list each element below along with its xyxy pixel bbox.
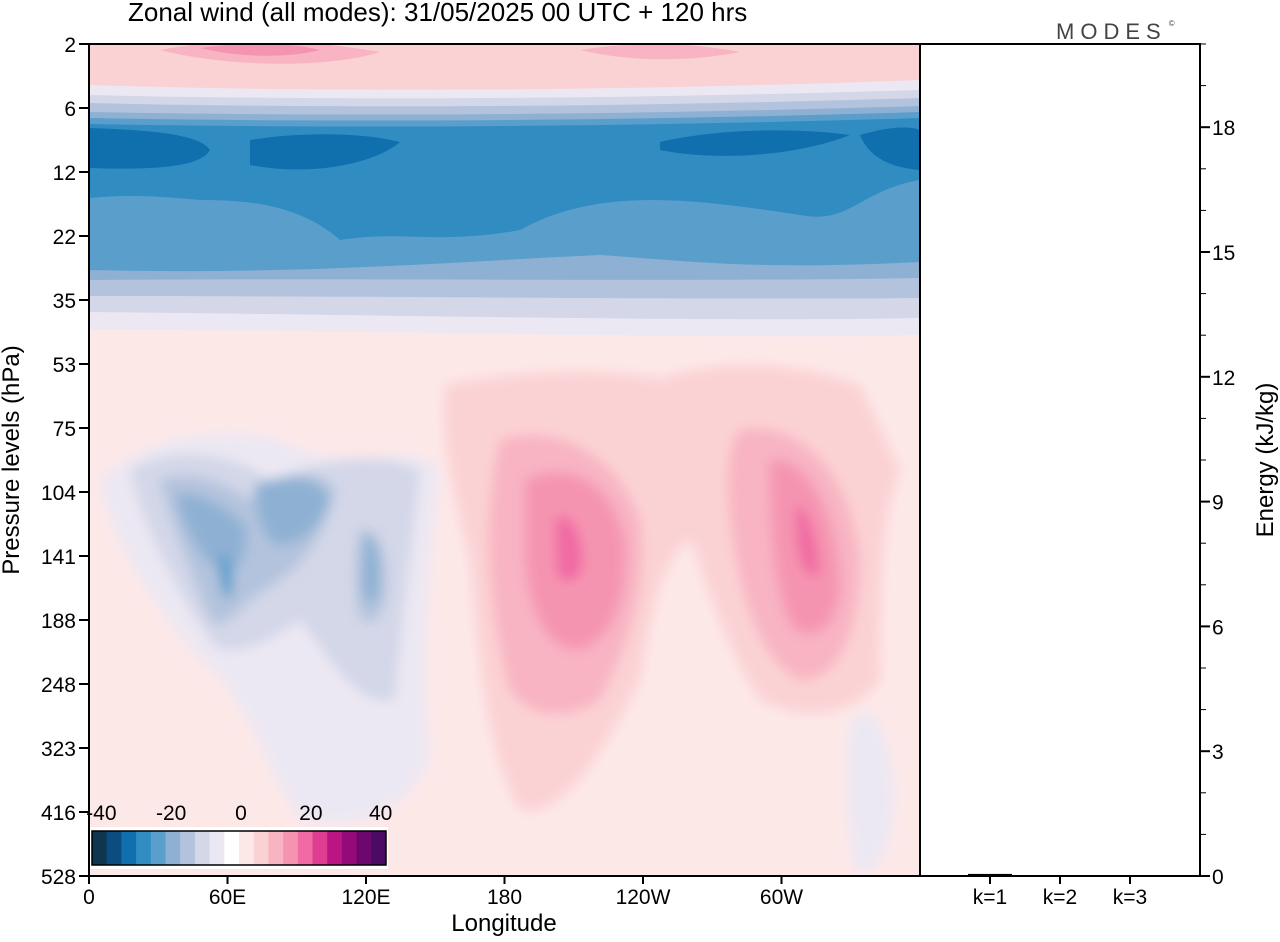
easterly-core-2 [250,134,400,170]
energy-axis: 0 3 6 9 12 15 18 [1200,43,1235,889]
x-tick-label: 60E [209,886,246,909]
colorbar-swatch [106,831,122,865]
y-tick-label: 22 [53,226,76,249]
colorbar-swatch [312,831,328,865]
energy-tick-label: 15 [1212,242,1235,265]
energy-panel-frame [919,43,1201,877]
colorbar-swatch [165,831,181,865]
x-tick-label: 0 [83,886,95,909]
colorbar-swatch [297,831,313,865]
easterly-mid-core [219,554,233,599]
x-tick-label: 120W [616,886,671,909]
colorbar-swatch [268,831,284,865]
colorbar-swatch [150,831,166,865]
y-tick-label: 248 [41,674,76,697]
y-tick-label: 141 [41,546,76,569]
energy-tick-label: 18 [1212,117,1235,140]
energy-bar [1038,875,1082,876]
y-tick-label: 12 [53,162,76,185]
westerly-jet-b-core [795,505,819,577]
colorbar-swatch [283,831,299,865]
colorbar-frame [91,830,387,866]
westerly-jet-a-core [555,516,583,582]
energy-tick-label: 12 [1212,367,1235,390]
x-tick-label: 60W [760,886,803,909]
chart-title: Zonal wind (all modes): 31/05/2025 00 UT… [128,0,748,27]
contour-field [89,44,920,876]
k-label: k=1 [973,886,1007,909]
energy-bars: k=1 k=2 k=3 [968,873,1152,909]
modes-logo: MODES © [1056,19,1175,45]
y-axis: 2 6 12 22 35 53 75 104 141 188 248 323 416 528 [41,34,89,889]
upper-westerly-core-2 [200,44,320,56]
y-tick-label: 2 [64,34,76,57]
easterly-core-1 [89,128,210,169]
energy-tick-label: 0 [1212,866,1224,889]
brand-text: MODES [1056,19,1167,44]
colorbar-swatch [136,831,152,865]
colorbar-swatch [121,831,137,865]
colorbar-tick-label: -20 [156,802,186,825]
colorbar-swatch [356,831,372,865]
colorbar-swatch [253,831,269,865]
energy-bar [1108,875,1152,876]
y-tick-label: 53 [53,354,76,377]
energy-tick-label: 9 [1212,492,1224,515]
upper-westerly-core-3 [580,44,740,60]
colorbar-swatch [180,831,196,865]
k-label: k=3 [1113,886,1147,909]
colorbar-swatch [239,831,255,865]
y-tick-label: 528 [41,866,76,889]
x-tick-label: 180 [487,886,522,909]
x-axis: 0 60E 120E 180 120W 60W [83,876,803,909]
colorbar-swatch [92,831,108,865]
y-tick-label: 416 [41,802,76,825]
easterly-mid-level-4 [175,494,247,575]
x-tick-label: 120E [341,886,390,909]
colorbar-swatch [327,831,343,865]
colorbar-tick-label: 0 [235,802,247,825]
y-tick-label: 6 [64,98,76,121]
colorbar: -40 -20 0 20 40 [86,802,392,869]
y-tick-label: 323 [41,738,76,761]
y-tick-label: 35 [53,290,76,313]
colorbar-swatch [194,831,211,865]
x-axis-label: Longitude [451,910,557,937]
colorbar-tick-label: 40 [369,802,392,825]
energy-tick-label: 6 [1212,616,1224,639]
energy-tick-label: 3 [1212,741,1224,764]
lower-easterly-patch [846,712,895,873]
k-label: k=2 [1043,886,1077,909]
easterly-core-3 [660,130,850,156]
y-tick-label: 188 [41,610,76,633]
colorbar-swatch [371,831,387,865]
easterly-core-4 [860,127,920,170]
colorbar-swatch [224,831,240,865]
y-tick-label: 75 [53,418,76,441]
y-tick-label: 104 [41,482,76,505]
colorbar-swatch [341,831,358,865]
brand-mark: © [1168,19,1175,28]
colorbar-tick-label: 20 [299,802,322,825]
easterly-mid-level-6 [362,535,380,603]
colorbar-swatch [209,831,225,865]
colorbar-tick-label: -40 [86,802,116,825]
energy-bar [968,873,1012,876]
easterly-mid-level-5 [255,477,330,545]
